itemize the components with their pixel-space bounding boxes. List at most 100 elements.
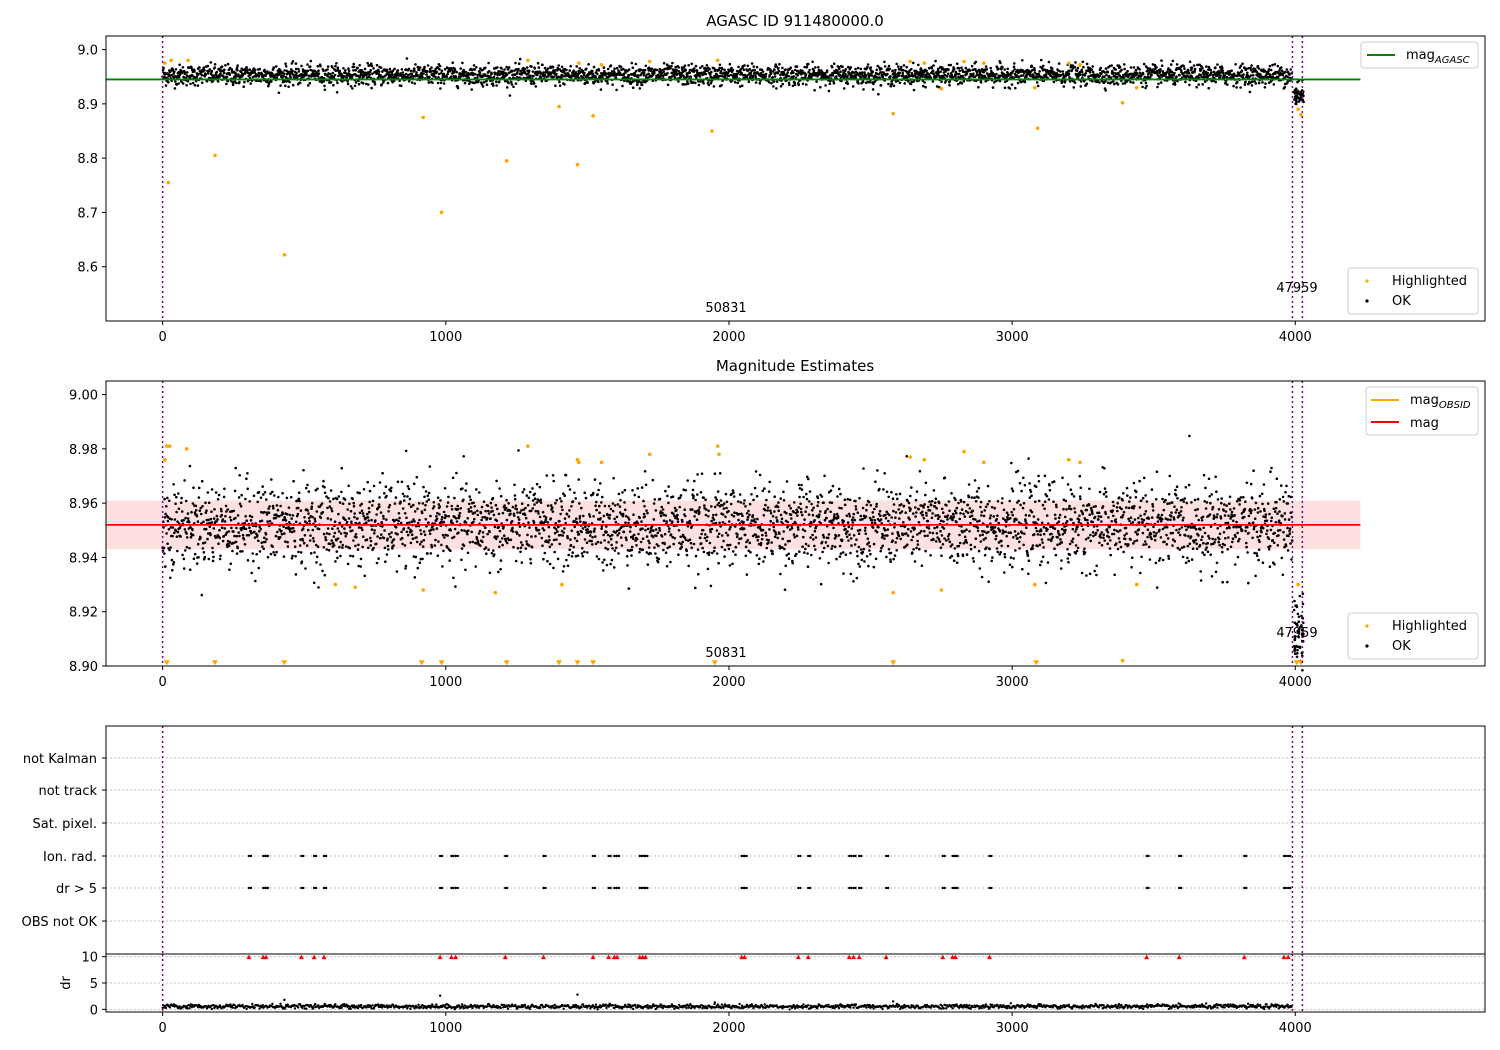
mag-ok-point: [367, 519, 371, 522]
mag-ok-point: [580, 552, 584, 555]
mag-ok-point: [621, 512, 625, 516]
agasc-ok-point: [308, 65, 312, 68]
mag-ok-point: [163, 497, 166, 501]
mag-ok-point: [601, 520, 605, 524]
mag-ok-point: [401, 542, 404, 546]
agasc-ok-point: [365, 76, 369, 79]
agasc-ok-point: [857, 82, 860, 85]
mag-ok-point: [440, 518, 444, 521]
mag-ok-point: [346, 562, 350, 566]
mag-ok-point: [330, 539, 334, 542]
agasc-ok-point: [978, 75, 981, 79]
agasc-ok-point: [633, 71, 637, 75]
mag-ok-point: [210, 510, 213, 513]
mag-ok-point: [186, 512, 190, 515]
agasc-ok-point: [516, 70, 519, 74]
mag-ok-point: [558, 519, 561, 523]
agasc-ok-point: [572, 69, 575, 73]
agasc-ok-point: [491, 82, 495, 85]
agasc-ok-point: [430, 66, 433, 69]
mag-ok-point: [594, 504, 597, 508]
mag-ok-point: [521, 543, 524, 547]
agasc-ok-point: [185, 71, 189, 74]
agasc-ok-point: [298, 81, 302, 85]
mag-ok-point: [536, 510, 540, 513]
mag-ok-point: [246, 559, 250, 562]
agasc-ok-point: [719, 70, 723, 73]
mag-ok-point: [214, 491, 218, 494]
mag-ok-point: [367, 506, 371, 510]
agasc-ok-point: [412, 67, 416, 70]
legend-label-highlighted: Highlighted: [1392, 274, 1467, 289]
agasc-ok-point: [751, 74, 755, 78]
mag-ok-point: [263, 536, 266, 540]
mag-ok-point: [181, 553, 184, 557]
mag-ok-point: [202, 551, 206, 554]
mag-ok-point: [429, 528, 433, 532]
mag-ok-point: [462, 544, 466, 547]
mag-ok-point: [232, 509, 235, 513]
agasc-ok-point: [387, 71, 390, 75]
agasc-ok-point: [712, 85, 716, 88]
mag-ok-point: [298, 544, 302, 547]
agasc-ok-point: [1214, 80, 1217, 84]
mag-ok-point: [602, 533, 605, 537]
mag-ok-point: [385, 553, 389, 556]
agasc-ok-point: [1072, 86, 1076, 89]
mag-ok-point: [250, 532, 253, 535]
mag-ok-point: [452, 576, 455, 580]
agasc-ok-point: [507, 81, 510, 85]
mag-ok-point: [193, 552, 197, 556]
agasc-ok-point: [253, 71, 256, 74]
agasc-ok-point: [946, 72, 950, 76]
mag-ok-point: [627, 587, 631, 590]
mag-ok-point: [459, 507, 463, 510]
agasc-ok-point: [551, 66, 555, 69]
agasc-ok-point: [173, 70, 176, 74]
mag-ok-point: [429, 552, 433, 555]
mag-ok-point: [540, 536, 544, 540]
agasc-ok-point: [879, 84, 883, 87]
mag-ok-point: [387, 510, 390, 513]
mag-ok-point: [426, 494, 430, 498]
mag-ok-point: [633, 493, 637, 497]
mag-ok-point: [379, 536, 382, 540]
agasc-ok-point: [1008, 87, 1012, 90]
mag-ok-point: [312, 581, 316, 585]
agasc-ok-point: [1144, 81, 1148, 85]
mag-ok-point: [555, 498, 558, 502]
agasc-ok-point: [846, 82, 850, 86]
mag-ok-point: [235, 526, 238, 530]
agasc-ok-point: [1293, 98, 1296, 101]
agasc-ok-point: [813, 89, 816, 92]
mag-ok-point: [475, 488, 478, 491]
agasc-ok-point: [462, 68, 466, 72]
mag-ok-point: [389, 535, 392, 539]
agasc-ok-point: [1116, 83, 1120, 86]
mag-ok-point: [191, 502, 195, 505]
mag-ok-point: [442, 520, 446, 524]
agasc-ok-point: [1187, 71, 1191, 75]
mag-ok-point: [275, 550, 278, 554]
mag-ok-point: [487, 512, 491, 515]
agasc-ok-point: [510, 70, 514, 73]
agasc-ok-point: [970, 64, 974, 68]
agasc-ok-point: [414, 63, 417, 66]
mag-ok-point: [311, 528, 315, 532]
agasc-ok-point: [1207, 86, 1210, 90]
mag-ok-point: [413, 576, 417, 579]
agasc-ok-point: [611, 83, 614, 86]
agasc-ok-point: [191, 81, 195, 85]
mag-ok-point: [494, 503, 498, 507]
agasc-ok-point: [841, 65, 844, 69]
mag-ok-point: [503, 504, 506, 507]
agasc-ok-point: [1183, 67, 1186, 70]
mag-ok-point: [229, 562, 233, 565]
mag-ok-point: [514, 504, 518, 508]
agasc-ok-point: [396, 69, 400, 72]
mag-ok-point: [569, 543, 573, 547]
mag-ok-point: [446, 546, 449, 549]
agasc-highlighted-point: [1296, 107, 1300, 112]
agasc-ok-point: [404, 68, 408, 71]
mag-ok-point: [561, 534, 564, 537]
